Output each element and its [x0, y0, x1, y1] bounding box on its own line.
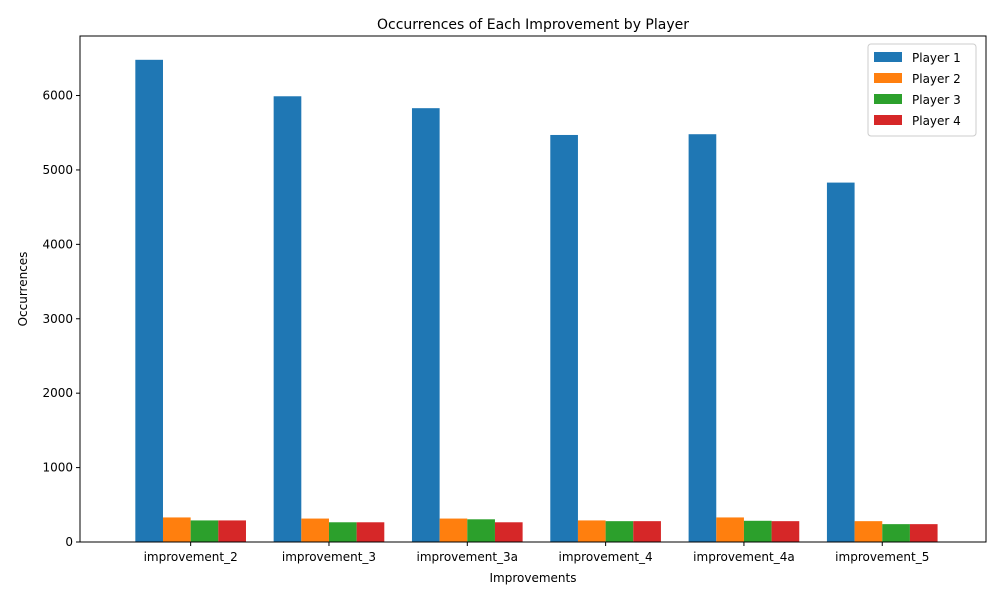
legend-frame [867, 43, 977, 137]
x-tick-label: improvement_3 [282, 550, 376, 564]
bar-3-improvement_4 [605, 521, 634, 542]
bar-2-improvement_2 [162, 517, 191, 542]
chart-title: Occurrences of Each Improvement by Playe… [377, 17, 689, 33]
bars-group [135, 59, 938, 543]
y-tick-label: 0 [65, 535, 73, 549]
x-axis-label: Improvements [490, 571, 577, 585]
y-axis-label: Occurrences [16, 252, 30, 327]
x-tick-label: improvement_2 [144, 550, 238, 564]
bar-4-improvement_4a [771, 521, 800, 542]
bar-3-improvement_4a [743, 520, 772, 542]
legend-swatch-1 [874, 52, 902, 62]
bar-1-improvement_3a [411, 108, 440, 543]
bar-4-improvement_2 [218, 520, 246, 542]
legend: Player 1 Player 2 Player 3 Player 4 [867, 43, 977, 137]
legend-swatch-4 [874, 115, 902, 125]
bar-1-improvement_4 [550, 134, 578, 542]
legend-swatch-3 [874, 94, 902, 104]
bar-4-improvement_3 [356, 522, 385, 542]
legend-label-2: Player 2 [912, 72, 961, 86]
y-tick-label: 6000 [42, 89, 73, 103]
bar-1-improvement_2 [135, 59, 163, 543]
y-tick-label: 5000 [42, 163, 73, 177]
bar-1-improvement_5 [826, 182, 855, 542]
plot-frame [79, 35, 987, 543]
x-tick-label: improvement_4 [559, 550, 653, 564]
bar-1-improvement_3 [273, 96, 302, 543]
bar-3-improvement_2 [190, 520, 219, 542]
y-tick-label: 4000 [42, 237, 73, 251]
x-tick-label: improvement_4a [693, 550, 795, 564]
y-axis-ticks: 0 1000 2000 3000 4000 5000 6000 [42, 89, 80, 549]
bar-2-improvement_3a [439, 518, 468, 542]
legend-swatch-2 [874, 73, 902, 83]
y-tick-label: 3000 [42, 312, 73, 326]
bar-3-improvement_3 [328, 522, 357, 542]
bar-2-improvement_5 [854, 521, 883, 542]
legend-label-4: Player 4 [912, 114, 961, 128]
bar-2-improvement_3 [301, 518, 329, 542]
x-tick-label: improvement_5 [835, 550, 929, 564]
bar-3-improvement_5 [882, 524, 910, 542]
bar-1-improvement_4a [688, 134, 717, 542]
bar-4-improvement_5 [909, 524, 938, 542]
x-tick-label: improvement_3a [417, 550, 519, 564]
bar-2-improvement_4 [577, 520, 606, 542]
bar-3-improvement_3a [467, 519, 495, 542]
y-tick-label: 1000 [42, 461, 73, 475]
legend-label-3: Player 3 [912, 93, 961, 107]
bar-2-improvement_4a [716, 517, 744, 542]
x-axis-ticks: improvement_2 improvement_3 improvement_3a… [144, 542, 929, 564]
bar-4-improvement_4 [633, 521, 661, 542]
bar-4-improvement_3a [494, 522, 523, 542]
legend-label-1: Player 1 [912, 51, 961, 65]
y-tick-label: 2000 [42, 386, 73, 400]
